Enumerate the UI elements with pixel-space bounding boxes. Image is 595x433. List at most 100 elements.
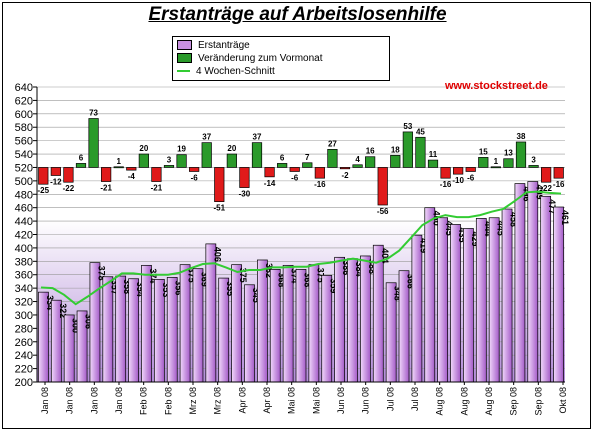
value-data-label: 384 [354, 262, 364, 277]
value-data-label: 366 [406, 274, 416, 289]
change-bar-positive [352, 164, 363, 168]
y-tick-label: 240 [15, 350, 33, 362]
change-bar-negative [151, 167, 162, 182]
change-bar-positive [528, 165, 539, 168]
value-data-label: 368 [303, 272, 313, 287]
change-data-label: -16 [553, 180, 565, 189]
change-bar-positive [515, 141, 527, 168]
x-tick-label: Jan 08 [114, 387, 124, 414]
change-bar-negative [126, 167, 137, 171]
value-bar [553, 206, 564, 383]
legend-item-erstantraege: Erstanträge [177, 39, 250, 52]
y-tick-label: 520 [15, 162, 33, 174]
x-tick-label: Sep 08 [509, 387, 519, 416]
x-tick-label: Mai 08 [311, 387, 321, 414]
legend-item-schnitt: 4 Wochen-Schnitt [177, 65, 275, 78]
change-data-label: 20 [227, 144, 236, 153]
change-data-label: 3 [531, 155, 536, 164]
value-data-label: 357 [109, 280, 119, 295]
value-data-label: 359 [328, 278, 338, 293]
change-data-label: 1 [494, 157, 499, 166]
y-tick-label: 540 [15, 149, 33, 161]
change-data-label: -6 [191, 173, 199, 182]
change-bar-negative [63, 167, 74, 183]
value-data-label: 445 [496, 221, 506, 236]
x-tick-label: Jul 08 [385, 387, 395, 411]
y-tick-label: 380 [15, 256, 33, 268]
x-tick-label: Aug 08 [484, 387, 494, 416]
value-data-label: 435 [457, 227, 467, 242]
value-bar [437, 217, 449, 383]
change-data-label: 6 [280, 153, 285, 162]
x-tick-label: Feb 08 [139, 387, 149, 415]
value-data-label: 375 [187, 268, 197, 283]
value-bar [372, 244, 384, 383]
change-bar-positive [327, 149, 338, 168]
value-data-label: 369 [199, 272, 209, 287]
change-data-label: 20 [139, 144, 148, 153]
change-bar-negative [189, 167, 200, 172]
change-data-label: -16 [440, 180, 452, 189]
change-data-label: 4 [355, 155, 360, 164]
y-tick-label: 600 [15, 109, 33, 121]
change-data-label: -2 [341, 171, 349, 180]
chart-legend: Erstanträge Veränderung zum Vormonat 4 W… [172, 36, 390, 81]
value-bar [475, 218, 487, 383]
y-tick-label: 500 [15, 176, 33, 188]
x-tick-label: Jun 08 [361, 387, 371, 414]
y-tick-label: 340 [15, 283, 33, 295]
legend-key-purple [177, 40, 192, 51]
average-line [40, 190, 562, 306]
change-bar-negative [289, 167, 300, 172]
value-bar [424, 207, 436, 383]
change-bar-negative [264, 167, 275, 178]
change-bar-negative [50, 167, 61, 176]
change-data-label: 19 [177, 145, 186, 154]
change-data-label: 13 [504, 149, 513, 158]
value-data-label: 429 [470, 231, 480, 246]
change-data-label: 6 [79, 153, 84, 162]
change-bar-positive [138, 153, 149, 168]
value-data-label: 358 [122, 279, 132, 294]
x-tick-label: Mrz 08 [213, 387, 223, 415]
x-tick-label: Aug 08 [435, 387, 445, 416]
x-tick-label: Jan 08 [40, 387, 50, 414]
value-data-label: 348 [393, 286, 403, 301]
x-tick-label: Jan 08 [89, 387, 99, 414]
value-data-label: 345 [251, 288, 261, 303]
value-bar [540, 195, 552, 383]
change-data-label: 53 [403, 122, 412, 131]
x-tick-label: Apr 08 [237, 387, 247, 414]
change-bar-negative [440, 167, 451, 179]
y-tick-label: 560 [15, 136, 33, 148]
change-data-label: 73 [89, 109, 98, 118]
x-tick-label: Jul 08 [410, 387, 420, 411]
change-data-label: -14 [264, 179, 276, 188]
value-bar [347, 258, 358, 383]
value-data-label: 368 [277, 272, 287, 287]
value-bar [514, 183, 526, 383]
change-data-label: 45 [416, 127, 425, 136]
value-data-label: 388 [367, 259, 377, 274]
value-data-label: 355 [225, 281, 235, 296]
change-bar-positive [490, 166, 501, 169]
change-bar-negative [214, 167, 225, 202]
change-bar-positive [226, 153, 237, 168]
change-data-label: -51 [214, 204, 226, 213]
chart-title: Erstanträge auf Arbeitslosenhilfe [148, 4, 447, 25]
legend-label: Veränderung zum Vormonat [198, 53, 323, 64]
change-data-label: 37 [202, 133, 211, 142]
x-tick-label: Okt 08 [558, 387, 568, 414]
y-tick-label: 400 [15, 243, 33, 255]
x-tick-label: Mai 08 [287, 387, 297, 414]
change-bar-negative [377, 167, 388, 206]
value-data-label: 444 [483, 221, 493, 236]
change-bar-positive [390, 155, 401, 168]
value-data-label: 404 [380, 248, 390, 263]
y-tick-label: 320 [15, 297, 33, 309]
y-tick-label: 580 [15, 122, 33, 134]
x-tick-label: Aug 08 [459, 387, 469, 416]
change-bar-positive [302, 162, 313, 168]
change-data-label: 7 [305, 153, 310, 162]
